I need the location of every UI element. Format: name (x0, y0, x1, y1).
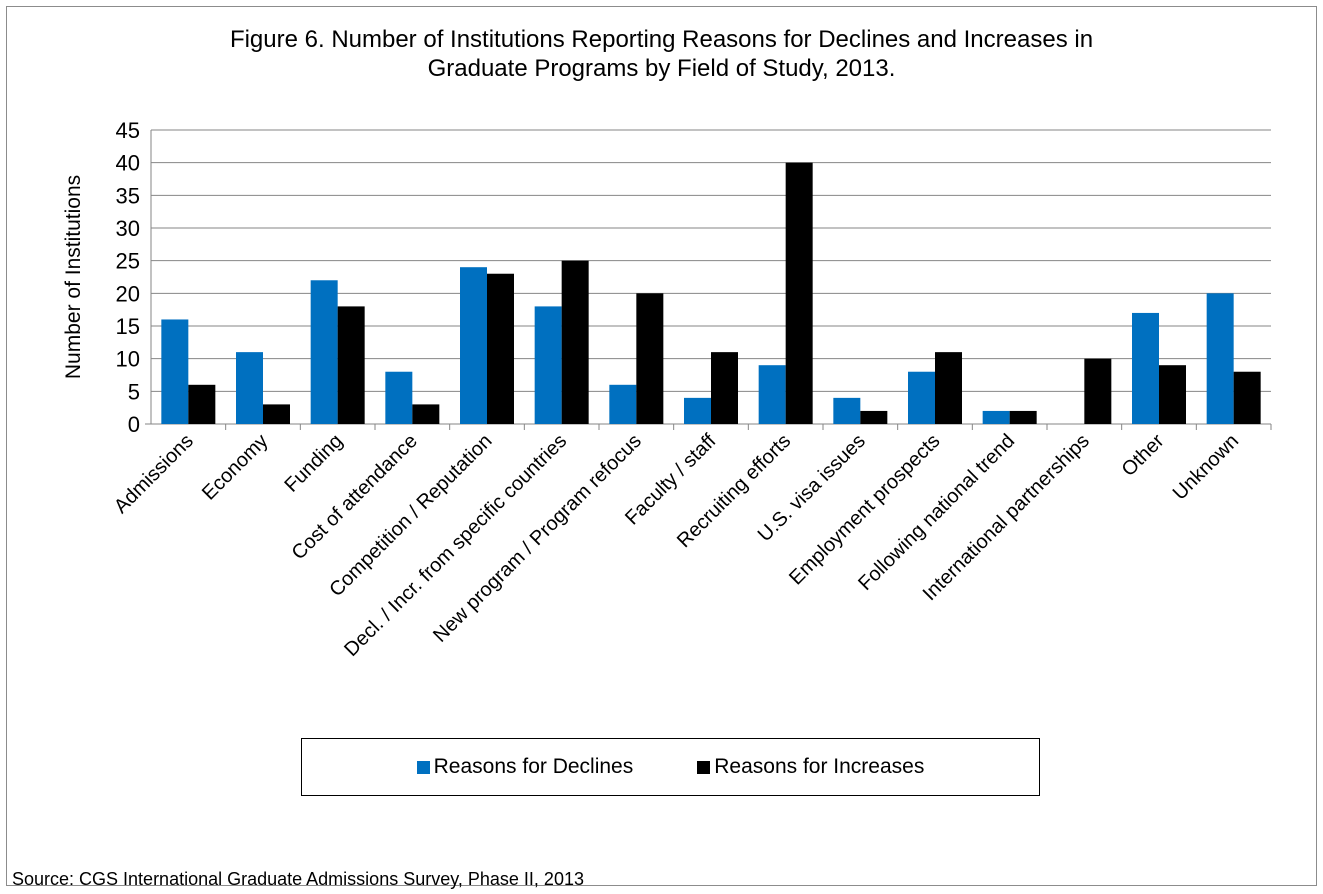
bar-reasons-for-declines-decl-incr-from-specific-countries (534, 306, 562, 424)
x-tick-label-funding: Funding (281, 430, 348, 497)
y-tick-label-35: 35 (116, 183, 140, 208)
y-tick-label-15: 15 (116, 314, 140, 339)
x-tick-label-employment-prospects: Employment prospects (785, 430, 944, 589)
y-tick-label-10: 10 (116, 347, 140, 372)
chart-title-line-1: Figure 6. Number of Institutions Reporti… (229, 26, 1094, 53)
legend-item-increases: Reasons for Increases (697, 755, 924, 779)
y-tick-label-20: 20 (116, 281, 140, 306)
bar-reasons-for-increases-decl-incr-from-specific-countries (561, 260, 589, 424)
x-tick-label-other: Other (1118, 430, 1169, 481)
y-tick-label-5: 5 (128, 379, 140, 404)
bar-reasons-for-increases-admissions (188, 384, 216, 424)
source-note: Source: CGS International Graduate Admis… (12, 869, 584, 889)
chart-frame (6, 6, 1317, 886)
chart-title-line-2: Graduate Programs by Field of Study, 201… (427, 55, 896, 82)
bar-reasons-for-declines-new-program-program-refocus (609, 384, 637, 424)
bar-reasons-for-increases-economy (263, 404, 290, 424)
bar-reasons-for-increases-recruiting-efforts (785, 162, 813, 424)
bar-reasons-for-declines-economy (236, 352, 263, 424)
chart-title: Figure 6. Number of Institutions Reporti… (0, 25, 1323, 83)
bar-reasons-for-increases-funding (337, 306, 365, 424)
legend-swatch-increases (697, 760, 711, 774)
x-tick-label-unknown: Unknown (1169, 430, 1244, 505)
x-tick-label-cost-of-attendance: Cost of attendance (288, 430, 422, 564)
bar-reasons-for-declines-cost-of-attendance (385, 371, 413, 424)
x-tick-label-economy: Economy (198, 430, 273, 505)
x-tick-label-admissions: Admissions (110, 430, 198, 518)
bar-reasons-for-declines-faculty-staff (684, 397, 711, 424)
bar-reasons-for-increases-u-s-visa-issues (860, 410, 888, 424)
bar-reasons-for-declines-employment-prospects (908, 371, 935, 424)
bar-reasons-for-increases-other (1159, 365, 1186, 424)
bar-reasons-for-declines-u-s-visa-issues (833, 397, 861, 424)
bar-reasons-for-increases-new-program-program-refocus (636, 293, 664, 424)
bar-reasons-for-declines-following-national-trend (982, 410, 1010, 424)
bar-reasons-for-increases-cost-of-attendance (412, 404, 440, 424)
bar-reasons-for-increases-international-partnerships (1084, 358, 1112, 424)
y-tick-label-0: 0 (128, 412, 140, 437)
legend: Reasons for Declines Reasons for Increas… (301, 738, 1040, 796)
bar-reasons-for-declines-recruiting-efforts (758, 365, 786, 424)
bar-reasons-for-declines-unknown (1206, 293, 1234, 424)
bar-reasons-for-declines-admissions (161, 319, 189, 424)
bar-reasons-for-increases-faculty-staff (711, 352, 738, 424)
y-tick-label-45: 45 (116, 118, 140, 143)
bar-reasons-for-declines-other (1132, 312, 1159, 424)
bar-reasons-for-increases-employment-prospects (935, 352, 962, 424)
y-tick-label-30: 30 (116, 216, 140, 241)
bar-reasons-for-declines-funding (310, 280, 338, 424)
legend-swatch-declines (416, 760, 430, 774)
y-tick-label-40: 40 (116, 151, 140, 176)
legend-item-declines: Reasons for Declines (416, 755, 634, 779)
y-axis-title: Number of Institutions (62, 175, 85, 379)
legend-label-increases: Reasons for Increases (714, 755, 925, 778)
legend-label-declines: Reasons for Declines (433, 755, 634, 778)
bar-reasons-for-increases-competition-reputation (487, 273, 514, 424)
bar-reasons-for-increases-following-national-trend (1009, 410, 1037, 424)
y-tick-label-25: 25 (116, 249, 140, 274)
bar-reasons-for-increases-unknown (1233, 371, 1261, 424)
bar-reasons-for-declines-competition-reputation (460, 267, 487, 424)
